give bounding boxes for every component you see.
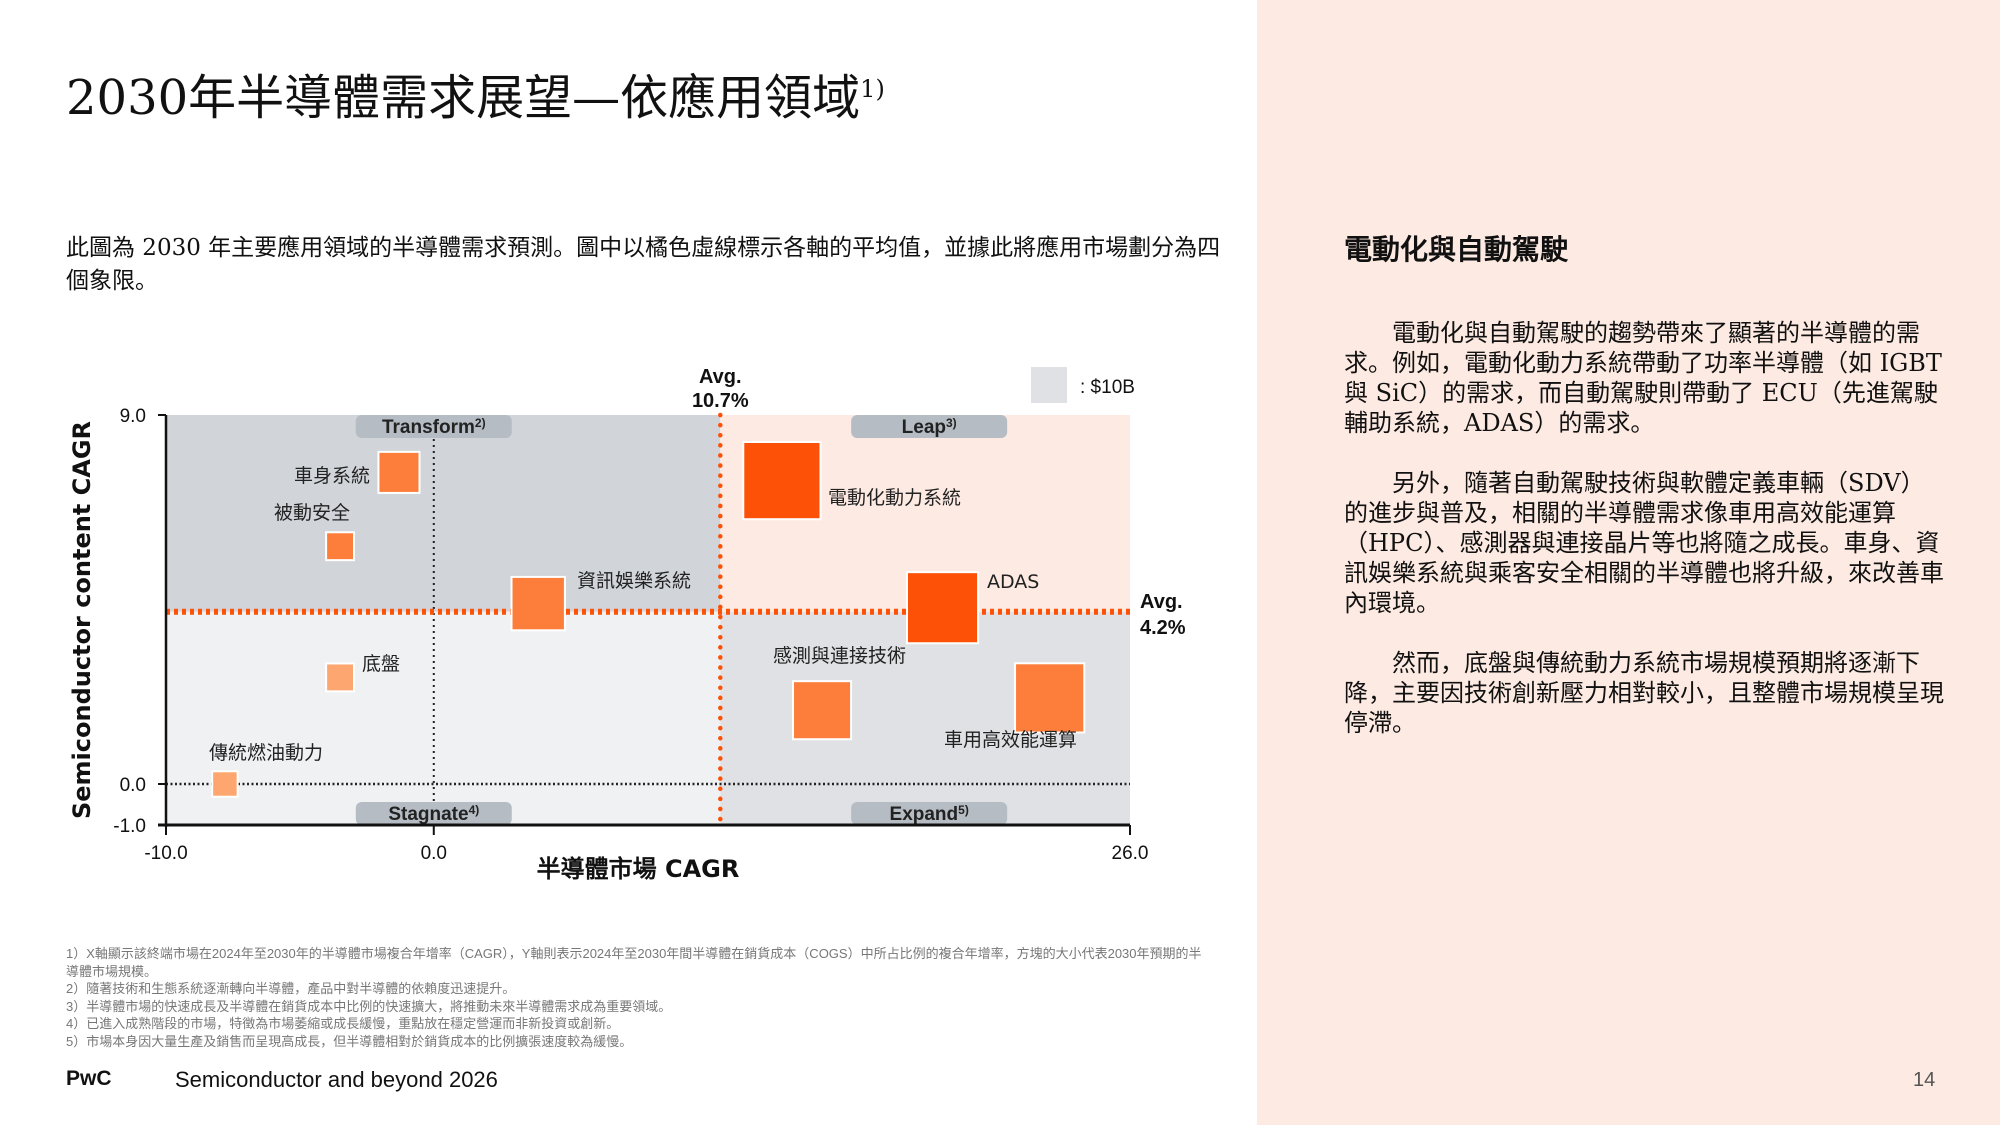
page-title: 2030年半導體需求展望—依應用領域1) [66,58,885,128]
footnote: 1）X軸顯示該終端市場在2024年至2030年的半導體市場複合年增率（CAGR）… [66,946,1202,979]
x-axis-label: 半導體市場 CAGR [537,855,740,883]
title-footnote-ref: 1) [860,75,885,103]
quadrant-tab-leap [851,415,1008,438]
footnote: 3）半導體市場的快速成長及半導體在銷貨成本中比例的快速擴大，將推動未來半導體需求… [66,998,672,1014]
data-point-label: 車用高效能運算 [944,729,1077,751]
quadrant-name: Transform [382,417,475,438]
y-tick-label: -1.0 [113,816,146,837]
quadrant-footnote-ref: 2) [475,416,486,430]
intro-text: 此圖為 2030 年主要應用領域的半導體需求預測。圖中以橘色虛線標示各軸的平均值… [66,235,1221,294]
data-point-label: ADAS [987,571,1039,593]
side-body: 電動化與自動駕駛的趨勢帶來了顯著的半導體的需求。例如，電動化動力系統帶動了功率半… [1344,318,1944,768]
data-point-label: 車身系統 [294,465,370,487]
data-point-square [906,571,980,645]
quadrant-tab-stagnate [355,802,512,825]
side-heading: 電動化與自動駕駛 [1344,233,1569,266]
quadrant-chart: Transform2) Leap3) Stagnate4) Expand5) 9.0 0.… [68,366,1186,883]
footnotes: 1）X軸顯示該終端市場在2024年至2030年的半導體市場複合年增率（CAGR）… [66,945,1206,1050]
footnote: 4）已進入成熟階段的市場，特徵為市場萎縮或成長緩慢，重點放在穩定營運而非新投資或… [66,1016,620,1031]
data-point-label: 傳統燃油動力 [209,742,323,764]
page-number: 14 [1913,1069,1936,1091]
quadrant-label: Leap3) [902,416,957,438]
quadrant-footnote-ref: 3) [946,416,957,430]
x-tick-label: 0.0 [421,843,447,864]
footnote: 5）市場本身因大量生產及銷售而呈現高成長，但半導體相對於銷貨成本的比例擴張速度較… [66,1033,633,1049]
quadrant-footnote-ref: 4) [469,803,480,817]
side-panel [1257,0,2000,1125]
quadrant-label: Expand5) [890,803,969,825]
size-legend-label: : $10B [1080,377,1135,398]
data-point-square [510,575,566,632]
data-point-label: 被動安全 [274,502,350,524]
y-tick-label: 0.0 [120,775,146,796]
footer-title: Semiconductor and beyond 2026 [175,1067,498,1092]
data-point-square [792,680,853,741]
avg-x-value: 10.7% [692,390,749,412]
data-point-label: 資訊娛樂系統 [577,570,691,592]
x-tick-label: 26.0 [1112,843,1149,864]
data-point-label: 電動化動力系統 [828,487,961,509]
quadrant-stagnate [166,611,721,825]
avg-x-label: Avg. [699,366,742,388]
data-point-square [211,770,239,798]
data-point-label: 底盤 [362,653,400,675]
data-point-square [742,440,822,521]
quadrant-tab-transform [355,415,512,438]
quadrant-transform [166,415,721,612]
quadrant-label: Transform2) [382,416,486,438]
data-point-label: 感測與連接技術 [773,645,906,667]
side-paragraph: 然而，底盤與傳統動力系統市場規模預期將逐漸下降，主要因技術創新壓力相對較小，且整… [1344,649,1944,737]
quadrant-tab-expand [851,802,1008,825]
quadrant-name: Leap [902,417,946,438]
footnote: 2）隨著技術和生態系統逐漸轉向半導體，產品中對半導體的依賴度迅速提升。 [66,981,516,996]
avg-y-value: 4.2% [1140,617,1186,639]
brand-logo: PwC [66,1067,112,1090]
size-legend-box [1031,367,1067,403]
data-point-square [1014,662,1086,734]
data-point-square [377,450,421,494]
y-axis-label: Semiconductor content CAGR [68,421,96,819]
side-paragraph: 另外，隨著自動駕駛技術與軟體定義車輛（SDV）的進步與普及，相關的半導體需求像車… [1344,469,1944,617]
x-tick-label: -10.0 [144,843,187,864]
data-point-square [325,531,355,562]
quadrant-label: Stagnate4) [388,803,479,825]
data-point-square [325,662,355,693]
quadrant-name: Expand [890,804,959,825]
quadrant-footnote-ref: 5) [958,803,969,817]
y-tick-label: 9.0 [120,406,146,427]
avg-y-label: Avg. [1140,591,1183,613]
side-paragraph: 電動化與自動駕駛的趨勢帶來了顯著的半導體的需求。例如，電動化動力系統帶動了功率半… [1344,319,1942,437]
quadrant-name: Stagnate [388,804,468,825]
page-title-text: 2030年半導體需求展望—依應用領域 [66,70,861,126]
